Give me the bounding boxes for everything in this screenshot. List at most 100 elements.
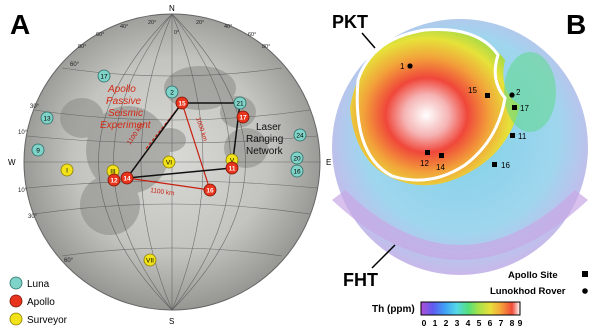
- pkt-thorium-anomaly: [350, 29, 520, 186]
- apollo-site-square: [485, 93, 490, 98]
- west-label: W: [8, 158, 16, 167]
- annotation-line: Laser: [256, 122, 282, 133]
- luna-site-marker: 24: [293, 128, 307, 142]
- colorbar-ticks: 0 1 2 3 4 5 6 7 8 9: [422, 318, 523, 328]
- luna-site-marker: 16: [290, 164, 304, 178]
- luna-site-marker: 9: [31, 143, 45, 157]
- apollo-site-marker: 17: [236, 110, 250, 124]
- apollo-site-marker: 14: [120, 171, 134, 185]
- lat-label: 10°: [18, 130, 28, 136]
- lon-label: 80°: [78, 44, 86, 50]
- apollo-site-square: [510, 133, 515, 138]
- apollo-site-marker: 16: [203, 183, 217, 197]
- apollo-site-label-b: 14: [436, 163, 445, 172]
- lon-label: 80°: [262, 44, 270, 50]
- south-label: S: [169, 317, 174, 326]
- surveyor-site-label: VII: [146, 258, 154, 265]
- apollo-site-label-b: 11: [518, 132, 527, 141]
- panel-b: B PKT FHT 1 2 15 17 11 16: [332, 9, 588, 328]
- annotation-line: Network: [246, 146, 284, 157]
- panel-a-label: A: [10, 9, 30, 40]
- distance-label: 1100 km: [150, 187, 175, 197]
- north-label: N: [169, 4, 175, 13]
- surveyor-legend-label: Surveyor: [27, 315, 68, 326]
- lon-label: 20°: [196, 20, 204, 26]
- panel-a: A N S W E 60°: [8, 4, 331, 326]
- colorbar-tick: 2: [444, 318, 449, 328]
- lon-label: 60°: [248, 32, 256, 38]
- apollo-site-label: 12: [110, 178, 118, 185]
- colorbar-tick: 9: [518, 318, 523, 328]
- lunokhod-site-label: 2: [516, 88, 521, 97]
- luna-legend-label: Luna: [27, 279, 50, 290]
- apollo-site-legend-swatch: [582, 271, 588, 277]
- colorbar-gradient: [420, 301, 521, 316]
- lunokhod-markers: 1 2: [400, 62, 521, 98]
- colorbar-tick: 0: [422, 318, 427, 328]
- surveyor-legend-swatch: [9, 312, 23, 326]
- luna-site-marker: 21: [233, 96, 247, 110]
- apollo-site-label-b: 16: [501, 161, 510, 170]
- lat-label: 30°: [30, 104, 40, 110]
- panel-b-label: B: [566, 9, 586, 40]
- pkt-leader-line: [361, 32, 376, 49]
- east-label: E: [326, 158, 331, 167]
- lat-label: 60°: [70, 62, 80, 68]
- colorbar-tick: 4: [466, 318, 471, 328]
- thorium-colorbar: Th (ppm) 0 1 2 3 4 5 6 7 8 9: [372, 301, 523, 328]
- apollo-site-legend-label: Apollo Site: [508, 270, 558, 281]
- luna-site-label: 16: [293, 169, 301, 176]
- surveyor-site-marker: VII: [143, 253, 157, 267]
- apollo-site-square: [439, 153, 444, 158]
- fht-leader-line: [371, 244, 396, 269]
- apollo-site-label-b: 17: [520, 104, 529, 113]
- lunokhod-site-label: 1: [400, 62, 405, 71]
- apollo-site-square: [492, 162, 497, 167]
- lunokhod-legend-label: Lunokhod Rover: [490, 286, 566, 297]
- apollo-site-marker: 12: [107, 173, 121, 187]
- apollo-site-marker: 15: [175, 96, 189, 110]
- luna-markers: 17 13 9 2 21 24 20 16: [31, 69, 307, 178]
- luna-site-marker: 2: [165, 85, 179, 99]
- apollo-site-label: 15: [178, 101, 186, 108]
- eastern-green-patch: [504, 52, 556, 132]
- lon-label: 40°: [120, 24, 128, 30]
- lunokhod-site-marker: [407, 63, 413, 69]
- lat-label: 10°: [18, 188, 28, 194]
- lon-label: 60°: [96, 32, 104, 38]
- legend-b: Apollo Site Lunokhod Rover: [490, 270, 588, 297]
- surveyor-site-label: III: [110, 169, 116, 176]
- surveyor-markers: I III VI V VII: [60, 153, 239, 267]
- lon-label: 0°: [174, 30, 179, 36]
- apollo-site-label: 16: [206, 188, 214, 195]
- luna-site-label: 2: [170, 90, 174, 97]
- surveyor-site-label: VI: [166, 160, 172, 167]
- luna-site-label: 17: [100, 74, 108, 81]
- colorbar-tick: 8: [510, 318, 515, 328]
- apollo-site-label: 14: [123, 176, 131, 183]
- luna-site-label: 13: [43, 116, 51, 123]
- lat-labels: 60° 30° 10° 10° 30° 60°: [18, 62, 80, 264]
- apollo-markers: 12 17 15 11 14 16: [107, 96, 250, 197]
- luna-site-label: 21: [236, 101, 244, 108]
- apollo-site-label-b: 15: [468, 86, 477, 95]
- laser-ranging-annotation: Laser Ranging Network: [246, 122, 284, 157]
- colorbar-tick: 6: [488, 318, 493, 328]
- luna-legend-swatch: [9, 276, 23, 290]
- colorbar-tick: 1: [433, 318, 438, 328]
- lon-label: 20°: [148, 20, 156, 26]
- annotation-line: Experiment: [100, 120, 152, 131]
- luna-site-label: 9: [36, 148, 40, 155]
- pkt-boundary: [355, 28, 507, 182]
- surveyor-site-label: I: [66, 168, 68, 175]
- apollo-legend-swatch: [9, 294, 23, 308]
- annotation-line: Ranging: [246, 134, 283, 145]
- colorbar-tick: 3: [455, 318, 460, 328]
- luna-site-marker: 20: [290, 151, 304, 165]
- lunokhod-legend-swatch: [582, 288, 588, 294]
- pkt-label: PKT: [332, 12, 368, 32]
- annotation-line: Apollo: [107, 84, 136, 95]
- luna-site-marker: 13: [40, 111, 54, 125]
- apollo-legend-label: Apollo: [27, 297, 55, 308]
